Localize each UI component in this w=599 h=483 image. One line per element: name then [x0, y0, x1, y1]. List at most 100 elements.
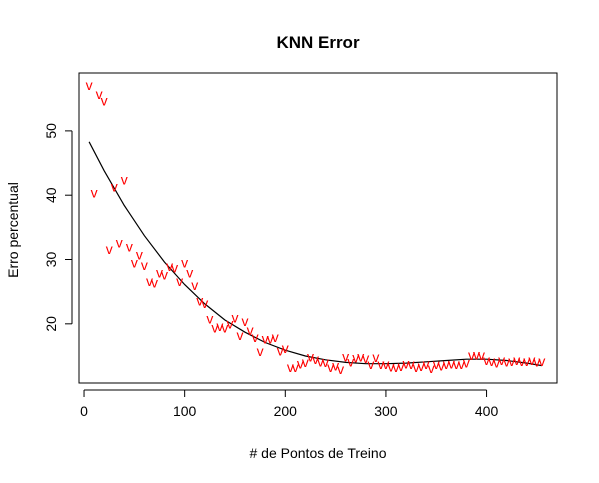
data-point: v	[116, 234, 123, 250]
data-point: v	[403, 355, 410, 371]
data-point: v	[408, 356, 415, 372]
data-point: v	[96, 86, 103, 102]
data-point: v	[463, 355, 470, 371]
data-point: v	[332, 357, 339, 373]
data-point: v	[322, 354, 329, 370]
data-point: v	[226, 315, 233, 331]
data-point: v	[488, 353, 495, 369]
data-point: v	[196, 292, 203, 308]
data-point: v	[121, 171, 128, 187]
data-point: v	[176, 273, 183, 289]
data-point: v	[453, 356, 460, 372]
data-point: v	[272, 329, 279, 345]
data-point: v	[347, 353, 354, 369]
data-point: v	[171, 260, 178, 276]
x-axis: 0 100 200 300 400	[80, 389, 499, 419]
chart-title: KNN Error	[276, 33, 360, 52]
x-tick-label: 100	[173, 403, 197, 419]
data-point: v	[443, 356, 450, 372]
data-point: v	[91, 184, 98, 200]
data-point: v	[312, 351, 319, 367]
trend-line	[88, 141, 542, 367]
trend-line-group	[88, 141, 542, 367]
data-point: v	[282, 340, 289, 356]
data-point: v	[533, 353, 540, 369]
x-axis-label: # de Pontos de Treino	[250, 445, 387, 461]
data-point: v	[252, 329, 259, 345]
data-point: v	[216, 318, 223, 334]
data-point: v	[211, 319, 218, 335]
y-tick-label: 40	[43, 187, 59, 203]
data-point: v	[433, 356, 440, 372]
data-point: v	[357, 348, 364, 364]
data-point: v	[166, 258, 173, 274]
data-point: v	[101, 92, 108, 108]
data-point: v	[367, 356, 374, 372]
x-tick-label: 0	[80, 403, 88, 419]
data-point: v	[242, 313, 249, 329]
data-point: v	[523, 353, 530, 369]
data-point: v	[191, 277, 198, 293]
data-point: v	[382, 356, 389, 372]
data-point: v	[317, 353, 324, 369]
data-point: v	[478, 347, 485, 363]
data-point: v	[372, 349, 379, 365]
data-point: v	[538, 353, 545, 369]
data-point: v	[508, 353, 515, 369]
data-point: v	[186, 265, 193, 281]
data-point: v	[342, 348, 349, 364]
data-point: v	[302, 354, 309, 370]
data-point: v	[493, 355, 500, 371]
y-tick-label: 20	[43, 316, 59, 332]
y-tick-label: 30	[43, 252, 59, 268]
x-tick-label: 300	[374, 403, 398, 419]
data-point: v	[352, 350, 359, 366]
data-point: v	[292, 359, 299, 375]
data-point: v	[156, 265, 163, 281]
data-point: v	[287, 359, 294, 375]
data-point: v	[528, 352, 535, 368]
data-point: v	[297, 355, 304, 371]
data-point: v	[262, 330, 269, 346]
y-axis: 20 30 40 50	[43, 123, 73, 332]
data-point: v	[277, 342, 284, 358]
x-tick-label: 400	[475, 403, 499, 419]
data-point: v	[503, 353, 510, 369]
data-point: v	[413, 359, 420, 375]
data-point: v	[136, 247, 143, 263]
plot-box	[78, 72, 558, 384]
x-tick-label: 200	[274, 403, 298, 419]
data-point: v	[483, 352, 490, 368]
data-point: v	[418, 358, 425, 374]
data-point: v	[498, 352, 505, 368]
data-point: v	[181, 254, 188, 270]
data-point: v	[267, 330, 274, 346]
data-point: v	[392, 359, 399, 375]
data-point: v	[513, 352, 520, 368]
data-point: v	[257, 343, 264, 359]
data-point: v	[221, 319, 228, 335]
y-axis-label: Erro percentual	[5, 182, 21, 278]
data-point: v	[126, 238, 133, 254]
data-point: v	[428, 360, 435, 376]
data-point: v	[362, 350, 369, 366]
data-point: v	[448, 355, 455, 371]
data-point: v	[146, 273, 153, 289]
data-point: v	[423, 356, 430, 372]
data-point: v	[307, 348, 314, 364]
data-point: v	[473, 346, 480, 362]
data-point: v	[106, 241, 113, 257]
data-point: v	[398, 358, 405, 374]
data-point: v	[438, 357, 445, 373]
data-point: v	[468, 347, 475, 363]
data-point: v	[231, 310, 238, 326]
data-point: v	[201, 295, 208, 311]
data-point: v	[151, 274, 158, 290]
data-point: v	[337, 361, 344, 377]
data-point: v	[387, 359, 394, 375]
data-point: v	[141, 257, 148, 273]
data-point: v	[327, 359, 334, 375]
data-point: v	[237, 327, 244, 343]
y-tick-label: 50	[43, 123, 59, 139]
